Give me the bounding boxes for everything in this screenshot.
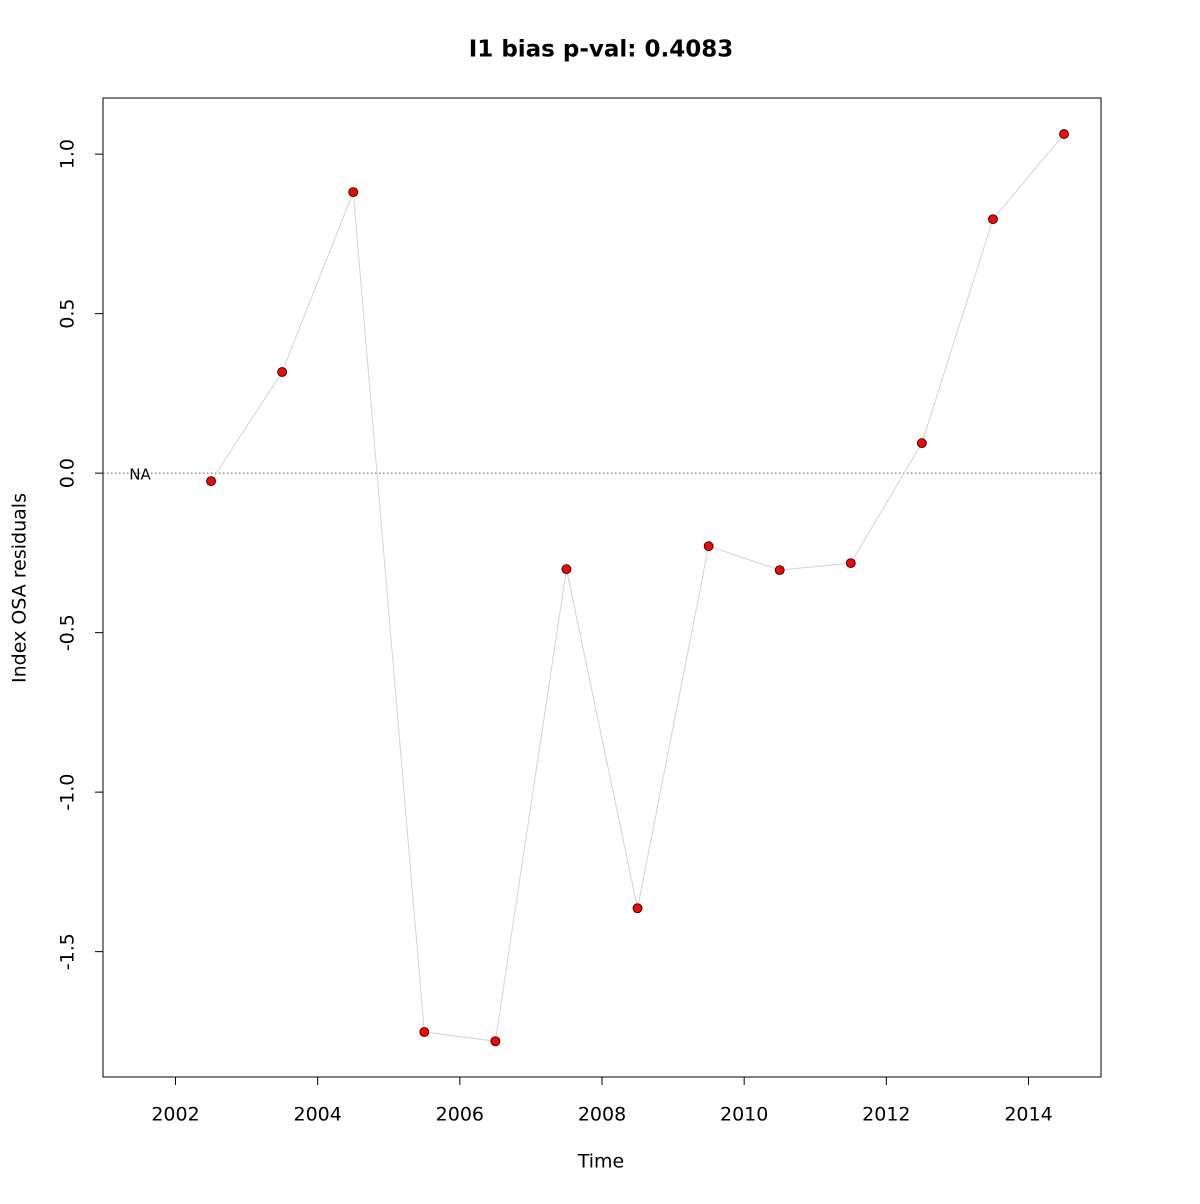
point <box>845 558 856 568</box>
x-axis-label: Time <box>577 1151 625 1173</box>
point <box>703 541 714 552</box>
point <box>206 476 216 487</box>
x-tick-label: 2002 <box>151 1104 199 1126</box>
y-tick-label: -1.0 <box>57 774 79 811</box>
point <box>561 564 572 575</box>
point <box>988 214 998 225</box>
value-label: NA <box>129 466 151 484</box>
y-tick-label: -1.5 <box>57 933 79 970</box>
y-tick-label: 0.0 <box>57 458 79 488</box>
y-axis-label: Index OSA residuals <box>9 493 31 683</box>
y-tick-label: 1.0 <box>57 139 79 169</box>
chart-title: I1 bias p-val: 0.4083 <box>469 37 734 63</box>
x-tick-label: 2010 <box>720 1104 768 1126</box>
x-tick-label: 2014 <box>1004 1104 1052 1126</box>
y-tick-label: -0.5 <box>57 614 79 651</box>
point <box>348 187 359 198</box>
x-tick-label: 2004 <box>293 1104 341 1126</box>
x-tick-label: 2006 <box>436 1104 484 1126</box>
plot-frame <box>102 97 1102 1078</box>
x-tick-label: 2008 <box>578 1104 626 1126</box>
point <box>916 438 927 449</box>
point <box>774 565 785 576</box>
point <box>490 1036 501 1047</box>
point <box>419 1027 430 1037</box>
point <box>1059 129 1069 139</box>
point <box>277 367 288 377</box>
point <box>632 903 643 914</box>
y-tick-label: 0.5 <box>57 299 79 329</box>
x-tick-label: 2012 <box>862 1104 910 1126</box>
